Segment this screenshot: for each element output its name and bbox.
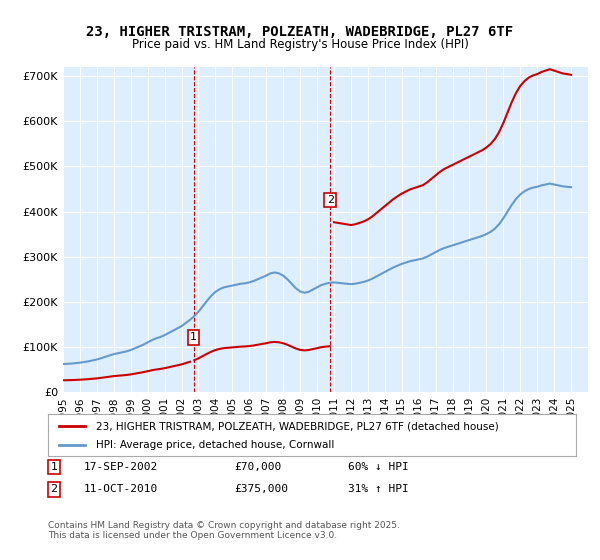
Text: HPI: Average price, detached house, Cornwall: HPI: Average price, detached house, Corn…	[95, 440, 334, 450]
Text: 1: 1	[190, 333, 197, 342]
Text: 23, HIGHER TRISTRAM, POLZEATH, WADEBRIDGE, PL27 6TF (detached house): 23, HIGHER TRISTRAM, POLZEATH, WADEBRIDG…	[95, 421, 498, 431]
Text: £70,000: £70,000	[234, 462, 281, 472]
Text: 2: 2	[326, 195, 334, 205]
Text: 1: 1	[50, 462, 58, 472]
Text: 23, HIGHER TRISTRAM, POLZEATH, WADEBRIDGE, PL27 6TF: 23, HIGHER TRISTRAM, POLZEATH, WADEBRIDG…	[86, 25, 514, 39]
Text: 31% ↑ HPI: 31% ↑ HPI	[348, 484, 409, 494]
Text: 60% ↓ HPI: 60% ↓ HPI	[348, 462, 409, 472]
Text: Contains HM Land Registry data © Crown copyright and database right 2025.
This d: Contains HM Land Registry data © Crown c…	[48, 521, 400, 540]
Text: £375,000: £375,000	[234, 484, 288, 494]
Text: 2: 2	[50, 484, 58, 494]
Text: 11-OCT-2010: 11-OCT-2010	[84, 484, 158, 494]
Text: 17-SEP-2002: 17-SEP-2002	[84, 462, 158, 472]
Text: Price paid vs. HM Land Registry's House Price Index (HPI): Price paid vs. HM Land Registry's House …	[131, 38, 469, 51]
